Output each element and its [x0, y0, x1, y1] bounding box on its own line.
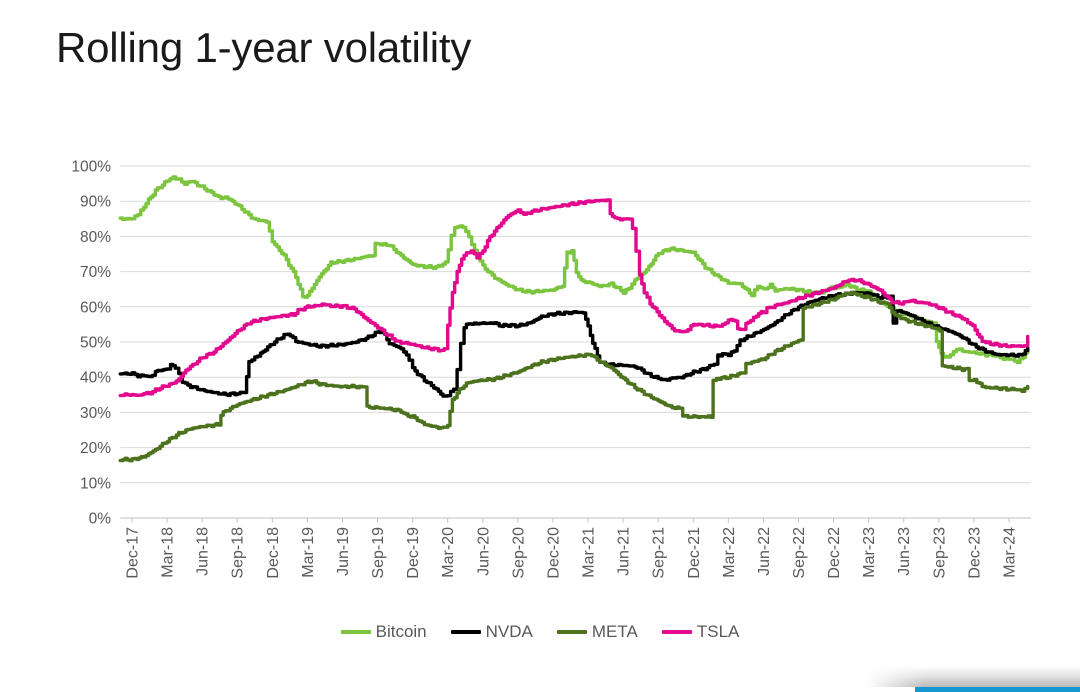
legend-label-nvda: NVDA [485, 622, 533, 641]
legend-swatch-tsla [661, 630, 692, 634]
x-axis-label: Sep-23 [931, 527, 948, 579]
x-axis-label: Mar-23 [861, 527, 878, 578]
x-axis-label: Dec-22 [826, 527, 843, 579]
underlying-window-shadow [866, 661, 1080, 687]
series-line-meta [118, 290, 1030, 463]
x-axis-label: Mar-24 [1001, 527, 1018, 578]
legend-item-nvda: NVDA [450, 622, 533, 642]
x-axis-label: Dec-23 [966, 527, 983, 579]
y-axis-label: 0% [89, 511, 112, 528]
legend-label-bitcoin: Bitcoin [375, 622, 427, 641]
x-axis-label: Jun-21 [616, 527, 633, 576]
x-axis-label: Dec-19 [405, 527, 422, 579]
x-axis-label: Jun-22 [756, 527, 773, 576]
x-axis-label: Jun-19 [335, 527, 352, 576]
x-axis-label: Mar-19 [300, 527, 317, 578]
x-axis-label: Dec-17 [125, 527, 142, 579]
series-line-nvda [118, 290, 1030, 398]
legend-item-meta: META [556, 622, 638, 642]
x-axis-label: Sep-22 [791, 527, 808, 579]
y-axis-label: 40% [80, 370, 111, 387]
x-axis-label: Jun-23 [896, 527, 913, 576]
x-axis-label: Dec-20 [545, 527, 562, 579]
x-axis-label: Dec-21 [686, 527, 703, 579]
legend-label-tsla: TSLA [696, 622, 740, 641]
x-axis-label: Dec-18 [265, 527, 282, 579]
chart-title: Rolling 1-year volatility [56, 24, 472, 71]
y-axis-label: 90% [80, 194, 111, 211]
y-axis-label: 10% [80, 475, 111, 492]
x-axis-label: Sep-19 [370, 527, 387, 579]
x-axis-label: Mar-22 [721, 527, 738, 578]
y-axis-label: 80% [80, 229, 111, 246]
legend-swatch-nvda [450, 630, 481, 634]
y-axis-label: 60% [80, 299, 111, 316]
y-axis-label: 20% [80, 440, 111, 457]
legend-item-bitcoin: Bitcoin [340, 622, 427, 642]
x-axis-label: Sep-18 [230, 527, 247, 579]
legend-item-tsla: TSLA [661, 622, 740, 642]
y-axis-label: 50% [80, 335, 111, 352]
series-line-tsla [118, 198, 1030, 398]
legend-label-meta: META [591, 622, 638, 641]
y-axis-label: 30% [80, 405, 111, 422]
legend-swatch-bitcoin [340, 630, 371, 634]
underlying-window-blue-edge[interactable] [915, 687, 1080, 692]
x-axis-label: Mar-18 [160, 527, 177, 578]
x-axis-label: Mar-20 [440, 527, 457, 578]
x-axis-label: Sep-21 [651, 527, 668, 579]
x-axis-label: Jun-18 [195, 527, 212, 576]
x-axis-label: Sep-20 [510, 527, 527, 579]
y-axis-label: 70% [80, 264, 111, 281]
x-axis-label: Mar-21 [581, 527, 598, 578]
chart-legend: Bitcoin NVDA META TSLA [0, 622, 1080, 642]
x-axis-label: Jun-20 [475, 527, 492, 576]
legend-swatch-meta [556, 630, 587, 634]
y-axis-label: 100% [71, 159, 111, 176]
